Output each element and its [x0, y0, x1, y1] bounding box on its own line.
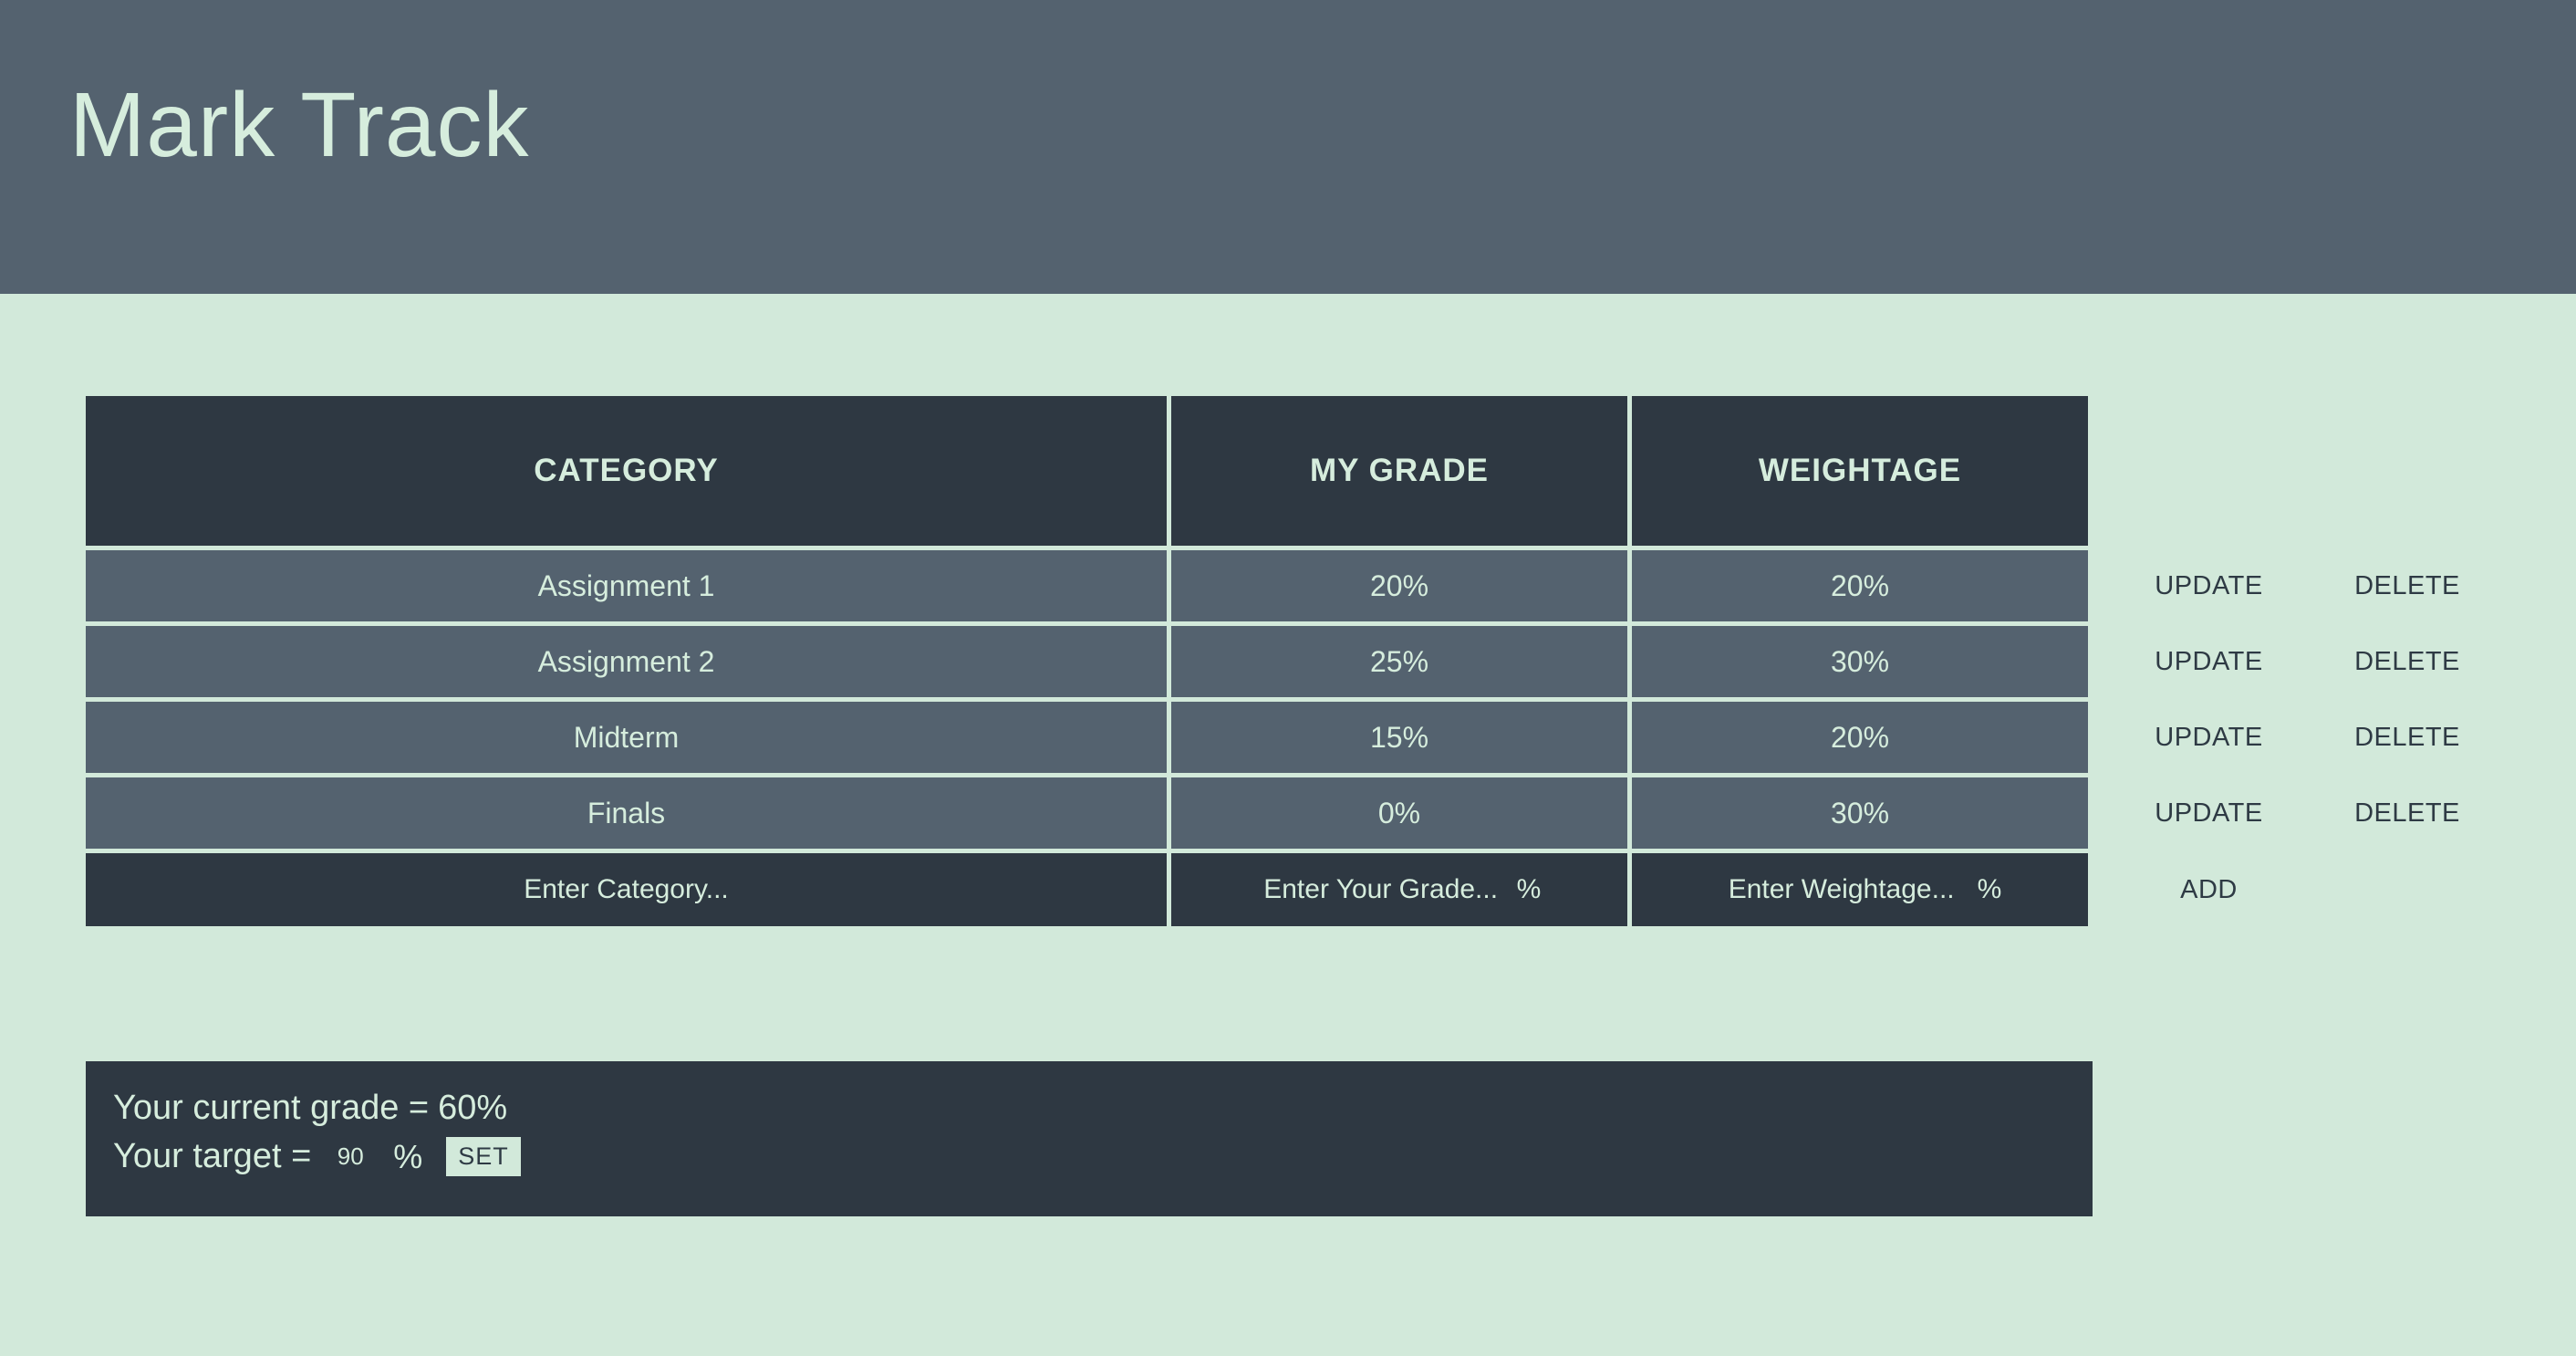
action-spacer	[2330, 853, 2485, 926]
category-cell: Midterm	[86, 702, 1167, 773]
delete-button[interactable]: DELETE	[2354, 722, 2460, 752]
category-cell: Finals	[86, 777, 1167, 849]
set-button[interactable]: SET	[446, 1137, 521, 1176]
category-input-cell	[86, 853, 1167, 926]
column-header-weightage: WEIGHTAGE	[1632, 396, 2088, 546]
category-input[interactable]	[279, 873, 973, 906]
weightage-input-cell: %	[1632, 853, 2088, 926]
delete-cell: DELETE	[2330, 702, 2485, 773]
target-label: Your target =	[113, 1137, 312, 1175]
page-title: Mark Track	[69, 74, 530, 176]
add-cell: ADD	[2093, 853, 2325, 926]
update-cell: UPDATE	[2093, 626, 2325, 697]
weightage-input[interactable]	[1718, 873, 1965, 906]
summary-panel: Your current grade = 60% Your target = %…	[86, 1061, 2093, 1216]
weightage-cell: 20%	[1632, 702, 2088, 773]
weightage-cell: 20%	[1632, 550, 2088, 621]
grade-cell: 20%	[1171, 550, 1627, 621]
header-action-spacer	[2330, 396, 2485, 546]
weightage-cell: 30%	[1632, 626, 2088, 697]
weightage-cell: 30%	[1632, 777, 2088, 849]
current-grade-value: 60%	[438, 1089, 508, 1127]
percent-suffix: %	[1977, 874, 2002, 904]
delete-cell: DELETE	[2330, 550, 2485, 621]
current-grade-line: Your current grade = 60%	[113, 1084, 2093, 1132]
category-cell: Assignment 2	[86, 626, 1167, 697]
grade-cell: 25%	[1171, 626, 1627, 697]
update-button[interactable]: UPDATE	[2155, 646, 2263, 676]
main-content: CATEGORY MY GRADE WEIGHTAGE Assignment 1…	[0, 396, 2576, 1216]
update-cell: UPDATE	[2093, 550, 2325, 621]
percent-suffix: %	[1516, 874, 1542, 904]
category-cell: Assignment 1	[86, 550, 1167, 621]
target-line: Your target = % SET	[113, 1132, 2093, 1181]
update-cell: UPDATE	[2093, 702, 2325, 773]
delete-cell: DELETE	[2330, 777, 2485, 849]
grades-table: CATEGORY MY GRADE WEIGHTAGE Assignment 1…	[86, 396, 2576, 926]
grade-input-cell: %	[1171, 853, 1627, 926]
delete-button[interactable]: DELETE	[2354, 798, 2460, 828]
column-header-category: CATEGORY	[86, 396, 1167, 546]
grade-cell: 15%	[1171, 702, 1627, 773]
grade-input[interactable]	[1257, 873, 1504, 906]
update-button[interactable]: UPDATE	[2155, 722, 2263, 752]
target-input[interactable]	[318, 1142, 383, 1172]
delete-button[interactable]: DELETE	[2354, 646, 2460, 676]
add-button[interactable]: ADD	[2180, 874, 2238, 904]
app-header: Mark Track	[0, 0, 2576, 294]
percent-suffix: %	[393, 1138, 423, 1175]
update-button[interactable]: UPDATE	[2155, 570, 2263, 600]
current-grade-label: Your current grade =	[113, 1089, 430, 1127]
update-cell: UPDATE	[2093, 777, 2325, 849]
delete-cell: DELETE	[2330, 626, 2485, 697]
column-header-grade: MY GRADE	[1171, 396, 1627, 546]
delete-button[interactable]: DELETE	[2354, 570, 2460, 600]
grade-cell: 0%	[1171, 777, 1627, 849]
header-action-spacer	[2093, 396, 2325, 546]
update-button[interactable]: UPDATE	[2155, 798, 2263, 828]
